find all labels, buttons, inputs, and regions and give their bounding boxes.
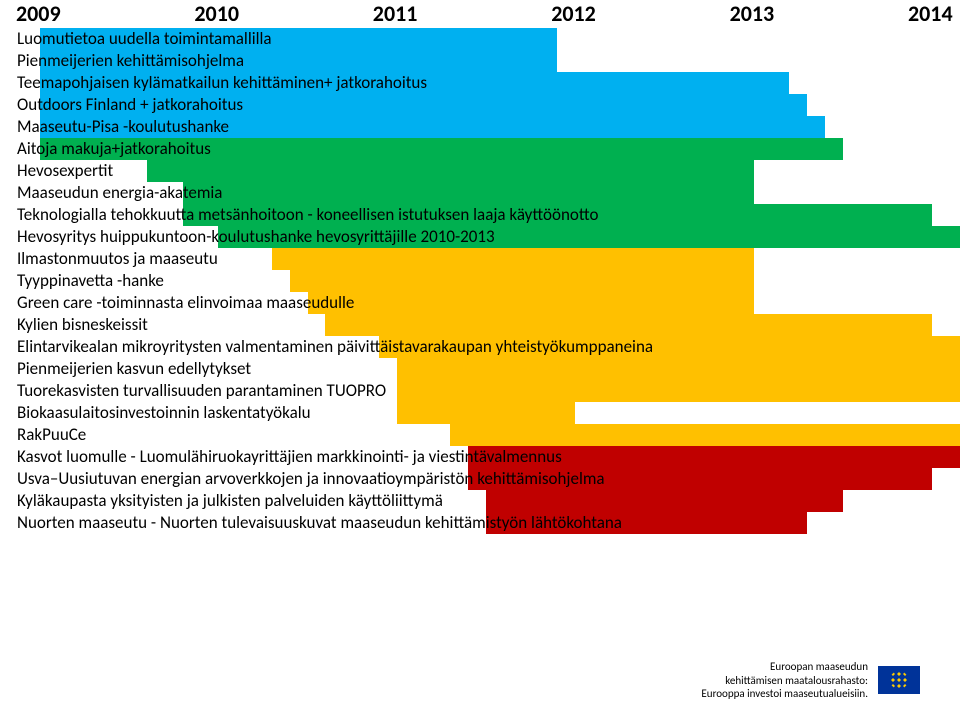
gantt-bar <box>147 160 754 182</box>
row-label: Green care -toiminnasta elinvoimaa maase… <box>17 292 354 314</box>
gantt-bar <box>450 424 960 446</box>
row-label: Hevosyritys huippukuntoon-koulutushanke … <box>17 226 495 248</box>
gantt-bar <box>397 380 960 402</box>
row-label: Kylien bisneskeissit <box>17 314 148 336</box>
row-label: Nuorten maaseutu - Nuorten tulevaisuusku… <box>17 512 622 534</box>
footer-line1: Euroopan maaseudun <box>701 660 868 674</box>
row-label: Usva–Uusiutuvan energian arvoverkkojen j… <box>17 468 605 490</box>
row-label: Outdoors Finland + jatkorahoitus <box>17 94 243 116</box>
gantt-chart: 2009 2010 2011 2012 2013 2014 Luomutietoa uude… <box>0 0 960 630</box>
row-label: Maaseudun energia-akatemia <box>17 182 222 204</box>
year-label: 2010 <box>194 0 239 27</box>
footer: Euroopan maaseudun kehittämisen maatalou… <box>701 660 920 701</box>
row-label: RakPuuCe <box>17 424 86 446</box>
footer-line3: Eurooppa investoi maaseutualueisiin. <box>701 687 868 701</box>
gantt-bar <box>183 182 754 204</box>
footer-text: Euroopan maaseudun kehittämisen maatalou… <box>701 660 868 701</box>
year-label: 2012 <box>551 0 596 27</box>
row-label: Hevosexpertit <box>17 160 113 182</box>
gantt-bar <box>272 248 754 270</box>
year-label: 2013 <box>730 0 775 27</box>
row-label: Teemapohjaisen kylämatkailun kehittämine… <box>17 72 427 94</box>
row-label: Kyläkaupasta yksityisten ja julkisten pa… <box>17 490 443 512</box>
row-label: Tyyppinavetta -hanke <box>17 270 164 292</box>
year-label: 2014 <box>908 0 953 27</box>
row-label: Ilmastonmuutos ja maaseutu <box>17 248 218 270</box>
gantt-bar <box>397 402 575 424</box>
row-label: Biokaasulaitosinvestoinnin laskentatyöka… <box>17 402 311 424</box>
row-label: Teknologialla tehokkuutta metsänhoitoon … <box>17 204 598 226</box>
row-label: Aitoja makuja+jatkorahoitus <box>17 138 211 160</box>
footer-line2: kehittämisen maatalousrahasto: <box>701 674 868 688</box>
year-label: 2011 <box>373 0 418 27</box>
gantt-bar <box>290 270 754 292</box>
gantt-bar <box>308 292 754 314</box>
gantt-bar <box>486 490 843 512</box>
row-label: Pienmeijerien kasvun edellytykset <box>17 358 251 380</box>
year-label: 2009 <box>16 0 61 27</box>
row-label: Luomutietoa uudella toimintamallilla <box>17 28 272 50</box>
gantt-bar <box>325 314 932 336</box>
eu-flag-icon <box>878 666 920 694</box>
row-label: Tuorekasvisten turvallisuuden parantamin… <box>17 380 386 402</box>
gantt-bar <box>397 358 960 380</box>
row-label: Pienmeijerien kehittämisohjelma <box>17 50 244 72</box>
row-label: Maaseutu-Pisa -koulutushanke <box>17 116 229 138</box>
row-label: Elintarvikealan mikroyritysten valmentam… <box>17 336 653 358</box>
row-label: Kasvot luomulle - Luomulähiruokayrittäji… <box>17 446 562 468</box>
